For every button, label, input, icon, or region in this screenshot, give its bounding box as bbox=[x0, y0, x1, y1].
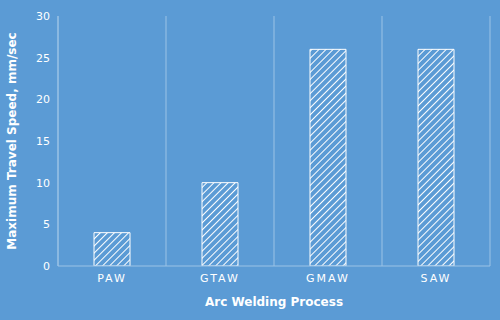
svg-text:0: 0 bbox=[43, 260, 50, 273]
svg-text:SAW: SAW bbox=[421, 272, 452, 285]
svg-text:5: 5 bbox=[43, 218, 50, 231]
svg-text:Arc Welding Process: Arc Welding Process bbox=[205, 295, 343, 309]
svg-text:30: 30 bbox=[36, 10, 50, 23]
svg-text:25: 25 bbox=[36, 52, 50, 65]
svg-text:20: 20 bbox=[36, 93, 50, 106]
svg-text:10: 10 bbox=[36, 177, 50, 190]
svg-text:GMAW: GMAW bbox=[306, 272, 350, 285]
svg-text:Maximum Travel Speed, mm/sec: Maximum Travel Speed, mm/sec bbox=[8, 32, 19, 249]
svg-text:GTAW: GTAW bbox=[200, 272, 240, 285]
svg-text:15: 15 bbox=[36, 135, 50, 148]
svg-text:PAW: PAW bbox=[97, 272, 127, 285]
